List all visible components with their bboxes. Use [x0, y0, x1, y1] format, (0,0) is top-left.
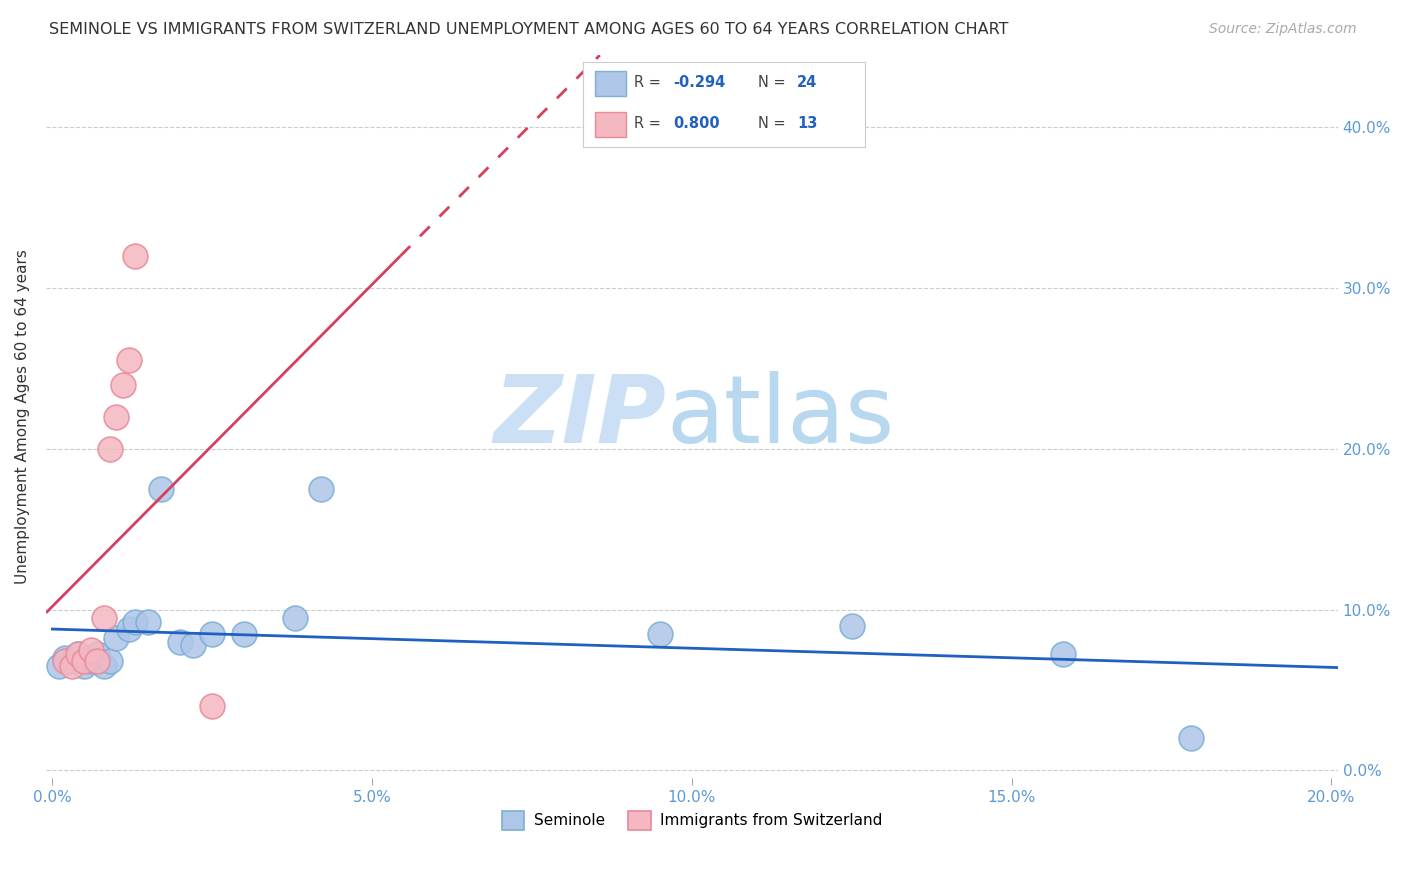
Point — [201, 698, 224, 713]
Point — [118, 622, 141, 636]
Point — [124, 615, 146, 630]
Point — [1180, 731, 1202, 745]
Point — [233, 626, 256, 640]
Point — [111, 377, 134, 392]
Point — [60, 658, 83, 673]
Point — [73, 658, 96, 673]
Point — [105, 632, 128, 646]
Point — [841, 618, 863, 632]
Text: N =: N = — [758, 75, 790, 90]
Point — [1052, 648, 1074, 662]
Point — [73, 654, 96, 668]
Legend: Seminole, Immigrants from Switzerland: Seminole, Immigrants from Switzerland — [495, 805, 889, 836]
Point — [648, 626, 671, 640]
Y-axis label: Unemployment Among Ages 60 to 64 years: Unemployment Among Ages 60 to 64 years — [15, 249, 30, 584]
Point — [53, 650, 76, 665]
Text: Source: ZipAtlas.com: Source: ZipAtlas.com — [1209, 22, 1357, 37]
Point — [98, 654, 121, 668]
Point — [118, 353, 141, 368]
Point — [66, 648, 89, 662]
Point — [284, 610, 307, 624]
Text: R =: R = — [634, 116, 665, 131]
Point — [309, 482, 332, 496]
Point — [93, 658, 115, 673]
Point — [86, 654, 108, 668]
Text: 24: 24 — [797, 75, 817, 90]
Text: SEMINOLE VS IMMIGRANTS FROM SWITZERLAND UNEMPLOYMENT AMONG AGES 60 TO 64 YEARS C: SEMINOLE VS IMMIGRANTS FROM SWITZERLAND … — [49, 22, 1008, 37]
Bar — [595, 112, 626, 137]
Point — [98, 442, 121, 456]
Point — [86, 648, 108, 662]
Text: -0.294: -0.294 — [673, 75, 725, 90]
Point — [80, 642, 103, 657]
Point — [201, 626, 224, 640]
Point — [181, 638, 204, 652]
Text: ZIP: ZIP — [494, 371, 666, 463]
Text: R =: R = — [634, 75, 665, 90]
Point — [48, 658, 70, 673]
Text: N =: N = — [758, 116, 790, 131]
Point — [66, 648, 89, 662]
Point — [53, 654, 76, 668]
Point — [169, 634, 191, 648]
Bar — [595, 71, 626, 96]
Text: 13: 13 — [797, 116, 817, 131]
Point — [93, 610, 115, 624]
Point — [124, 249, 146, 263]
Point — [60, 654, 83, 668]
Point — [136, 615, 159, 630]
Point — [80, 654, 103, 668]
Point — [150, 482, 173, 496]
Text: 0.800: 0.800 — [673, 116, 720, 131]
Text: atlas: atlas — [666, 371, 894, 463]
Point — [105, 409, 128, 424]
